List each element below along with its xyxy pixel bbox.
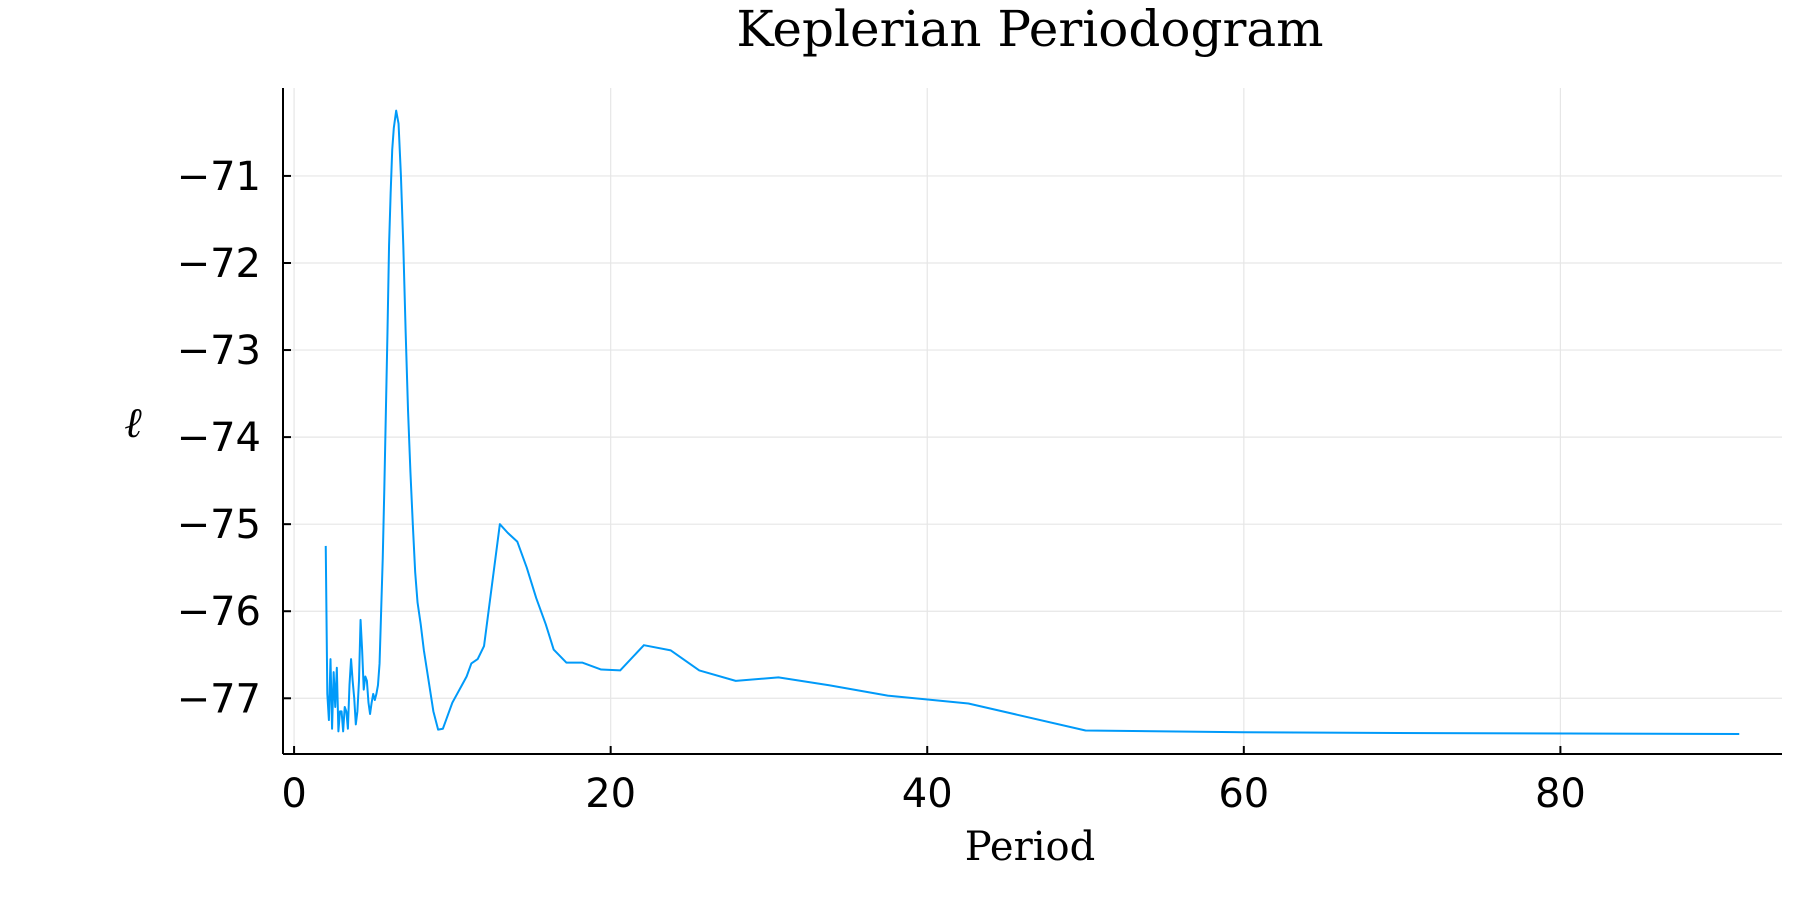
y-ticks: −71 −72 −73 −74 −75 −76 −77 — [177, 154, 291, 722]
axes — [282, 88, 1782, 755]
x-ticks: 0 20 40 60 80 — [281, 746, 1586, 817]
grid — [283, 88, 1782, 754]
y-tick-label: −74 — [177, 415, 261, 461]
y-tick-label: −72 — [177, 241, 261, 287]
y-tick-label: −75 — [177, 502, 261, 548]
x-axis-label: Period — [965, 824, 1095, 870]
series-line-0 — [324, 109, 1740, 735]
x-tick-label: 0 — [281, 771, 306, 817]
y-axis-label: ℓ — [124, 398, 142, 447]
x-tick-label: 20 — [585, 771, 636, 817]
series-layer — [324, 109, 1740, 735]
y-tick-label: −76 — [177, 589, 261, 635]
y-tick-label: −77 — [177, 676, 261, 722]
x-tick-label: 40 — [902, 771, 953, 817]
y-tick-label: −73 — [177, 328, 261, 374]
x-tick-label: 60 — [1218, 771, 1269, 817]
chart-title: Keplerian Periodogram — [736, 0, 1323, 58]
x-tick-label: 80 — [1535, 771, 1586, 817]
y-tick-label: −71 — [177, 154, 261, 200]
